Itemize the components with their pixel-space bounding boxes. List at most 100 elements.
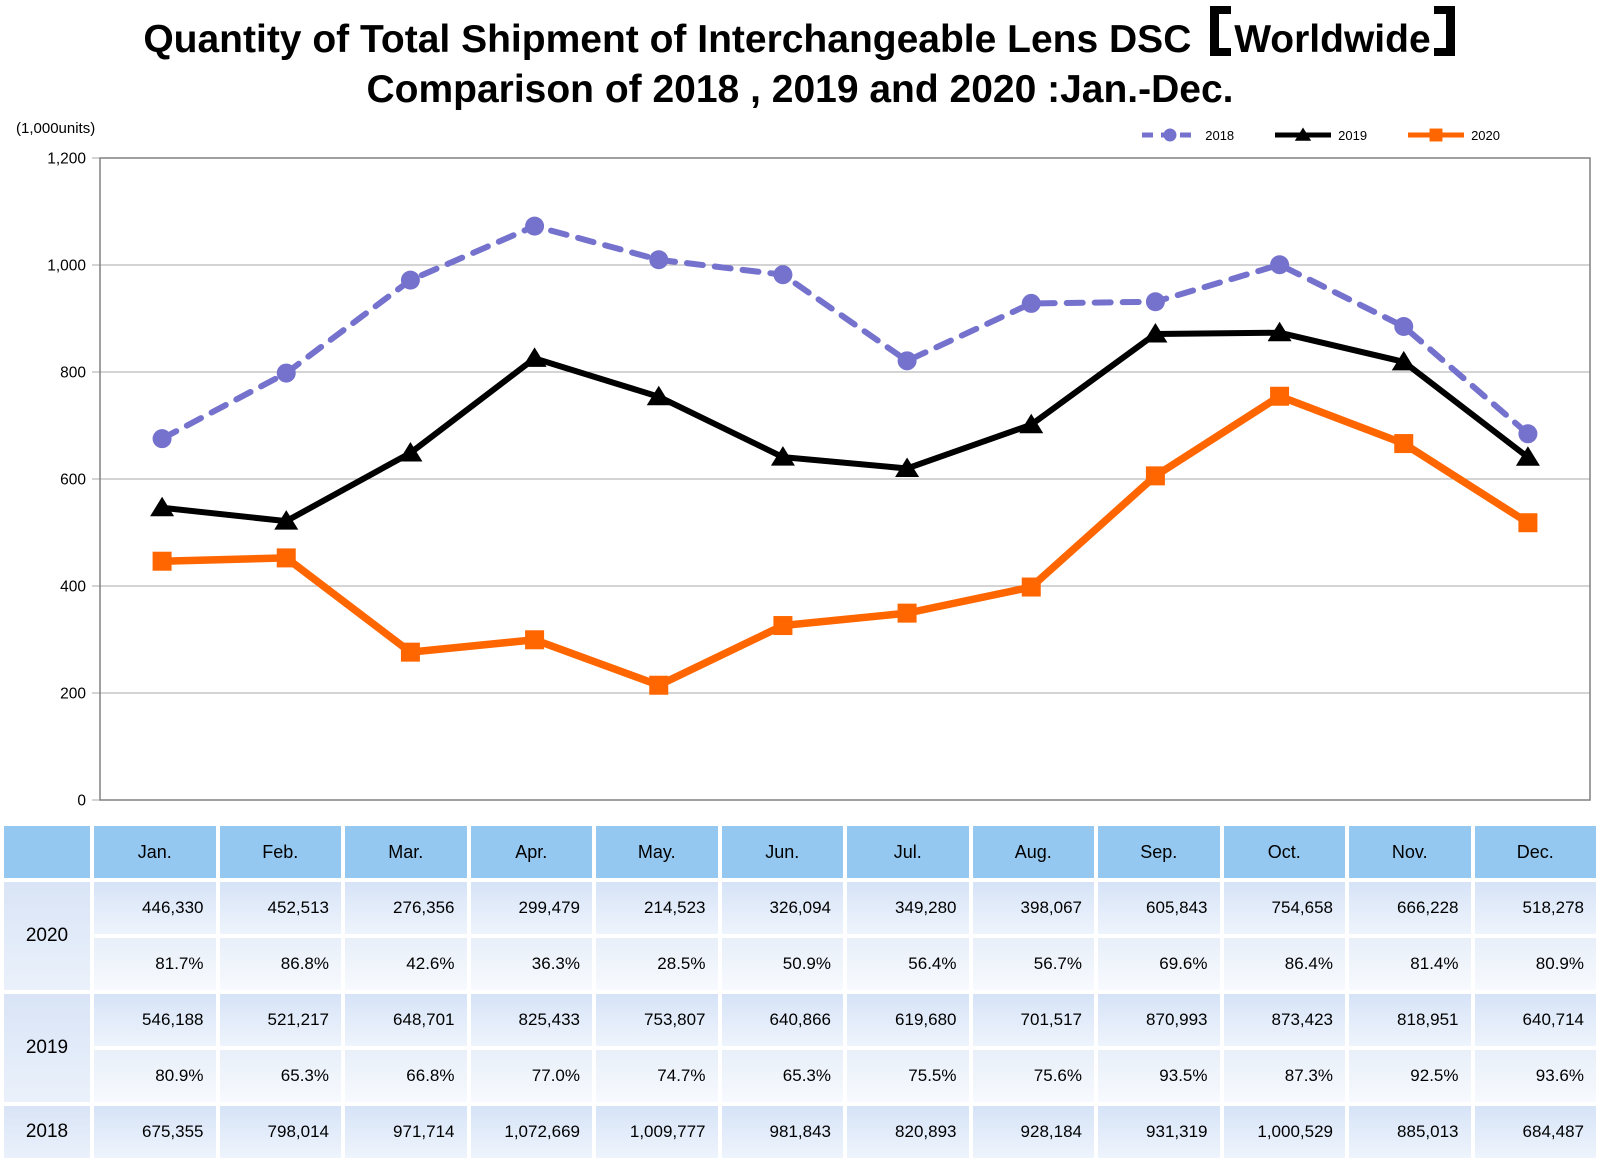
chart-title: Quantity of Total Shipment of Interchang…: [0, 0, 1600, 115]
series-2019-marker: [770, 446, 795, 466]
series-2018-marker: [649, 250, 669, 270]
legend-marker-sample: [1294, 127, 1312, 141]
series-2020-marker: [152, 551, 172, 571]
table-body: 2020 446,330 452,513 276,356 299,479 214,523 3…: [4, 882, 1596, 1158]
month-header-cell: Jan.: [94, 826, 216, 878]
series-2019-line: [159, 329, 1531, 525]
series-2020-marker: [400, 642, 420, 662]
series-2018-marker: [1270, 255, 1290, 275]
series-2020-marker: [276, 548, 296, 568]
yoy-percent-cell: 74.7%: [596, 1050, 718, 1102]
units-cell: 349,280: [847, 882, 969, 934]
month-header-cell: Dec.: [1474, 826, 1596, 878]
series-2018-marker: [897, 351, 917, 371]
series-2019-marker: [150, 496, 175, 517]
table-row-2019-units: 2019 546,188 521,217 648,701 825,433 753,807 6…: [4, 994, 1596, 1102]
series-2020-marker: [897, 603, 917, 623]
series-2018-marker: [276, 363, 296, 383]
y-tick-label: 400: [60, 579, 86, 596]
yoy-percent-cell: 66.8%: [345, 1050, 467, 1102]
units-cell: 276,356: [345, 882, 467, 934]
right-lenticular-bracket-icon: [1433, 6, 1455, 56]
yoy-percent-cell: 75.5%: [847, 1050, 969, 1102]
units-cell: 931,319: [1098, 1106, 1220, 1158]
series-2019-marker: [522, 347, 547, 367]
month-header-cell: Sep.: [1098, 826, 1220, 878]
yoy-percent-cell: 69.6%: [1098, 938, 1220, 990]
units-cell: 873,423: [1223, 994, 1345, 1046]
month-header-cell: Nov.: [1349, 826, 1471, 878]
series-2019-marker: [1267, 321, 1292, 342]
yoy-percent-cell: 42.6%: [345, 938, 467, 990]
y-axis-unit-label: (1,000units): [16, 120, 96, 137]
series-2020-marker: [1145, 466, 1165, 486]
units-cell: 1,009,777: [596, 1106, 718, 1158]
y-tick-label: 1,000: [47, 258, 86, 275]
units-cell: 398,067: [972, 882, 1094, 934]
yoy-percent-cell: 86.8%: [219, 938, 341, 990]
series-2019-marker: [1391, 350, 1416, 371]
series-2020-marker: [649, 675, 669, 695]
yoy-percent-cell: 65.3%: [721, 1050, 843, 1102]
month-header-cell: May.: [596, 826, 718, 878]
month-header-cell: Oct.: [1223, 826, 1345, 878]
series-2019-marker: [398, 441, 423, 462]
table-row-2018-units: 2018 675,355 798,014 971,714 1,072,669 1,009,…: [4, 1106, 1596, 1158]
units-cell: 640,866: [721, 994, 843, 1046]
yoy-percent-cell: 36.3%: [470, 938, 592, 990]
units-cell: 452,513: [219, 882, 341, 934]
month-header-cell: Jun.: [721, 826, 843, 878]
y-tick-label: 200: [60, 686, 86, 703]
units-cell: 1,072,669: [470, 1106, 592, 1158]
series-2020-marker: [1518, 513, 1538, 533]
y-tick-label: 0: [77, 793, 86, 810]
y-tick-label: 800: [60, 365, 86, 382]
series-2019-marker: [1515, 446, 1540, 466]
legend-marker-sample: [1429, 128, 1443, 142]
series-2020-marker: [773, 616, 793, 636]
units-cell: 214,523: [596, 882, 718, 934]
table-corner-cell: [4, 826, 90, 878]
units-cell: 299,479: [470, 882, 592, 934]
chart-title-line1: Quantity of Total Shipment of Interchang…: [0, 6, 1600, 65]
table-row-2020-yoy_percent: 81.7% 86.8% 42.6% 36.3% 28.5% 50.9% 56.4% 56.7%…: [4, 938, 1596, 990]
yoy-percent-cell: 93.6%: [1474, 1050, 1596, 1102]
series-2018-marker: [1518, 424, 1538, 444]
series-2019-marker: [1019, 413, 1044, 434]
month-header-cell: Mar.: [345, 826, 467, 878]
units-cell: 981,843: [721, 1106, 843, 1158]
yoy-percent-cell: 56.4%: [847, 938, 969, 990]
legend-label: 2020: [1471, 127, 1500, 143]
legend-square-swatch-icon: [1408, 128, 1465, 142]
units-cell: 518,278: [1474, 882, 1596, 934]
line-chart: 0 200 400 600 800 1,000 1,200: [47, 151, 1591, 810]
year-label-2018: 2018: [4, 1106, 90, 1158]
units-cell: 546,188: [94, 994, 216, 1046]
series-2019-marker: [274, 510, 299, 530]
y-tick-label: 1,200: [47, 151, 86, 168]
left-lenticular-bracket-icon: [1210, 6, 1232, 56]
series-2018-marker: [1394, 317, 1414, 337]
series-2019-marker: [895, 457, 920, 477]
legend-label: 2018: [1205, 127, 1235, 143]
units-cell: 870,993: [1098, 994, 1220, 1046]
yoy-percent-cell: 50.9%: [721, 938, 843, 990]
chart-frame: [99, 157, 1591, 801]
series-2018-marker: [1021, 293, 1041, 313]
legend-item-2018: 2018: [1141, 125, 1234, 145]
units-cell: 928,184: [972, 1106, 1094, 1158]
units-cell: 1,000,529: [1223, 1106, 1345, 1158]
month-header-cell: Aug.: [972, 826, 1094, 878]
legend: 2018 2019 2020: [1141, 125, 1500, 145]
yoy-percent-cell: 87.3%: [1223, 1050, 1345, 1102]
units-cell: 619,680: [847, 994, 969, 1046]
series-2018-marker: [773, 265, 793, 285]
y-tick-label: 600: [60, 472, 86, 489]
yoy-percent-cell: 86.4%: [1223, 938, 1345, 990]
series-2020-marker: [1394, 434, 1414, 454]
data-table: Jan. Feb. Mar. Apr. May. Jun. Jul. Aug. Sep. Oct.…: [0, 822, 1600, 1162]
units-cell: 521,217: [219, 994, 341, 1046]
units-cell: 666,228: [1349, 882, 1471, 934]
month-header-cell: Apr.: [470, 826, 592, 878]
title-text-prefix: Quantity of Total Shipment of Interchang…: [143, 18, 1203, 61]
